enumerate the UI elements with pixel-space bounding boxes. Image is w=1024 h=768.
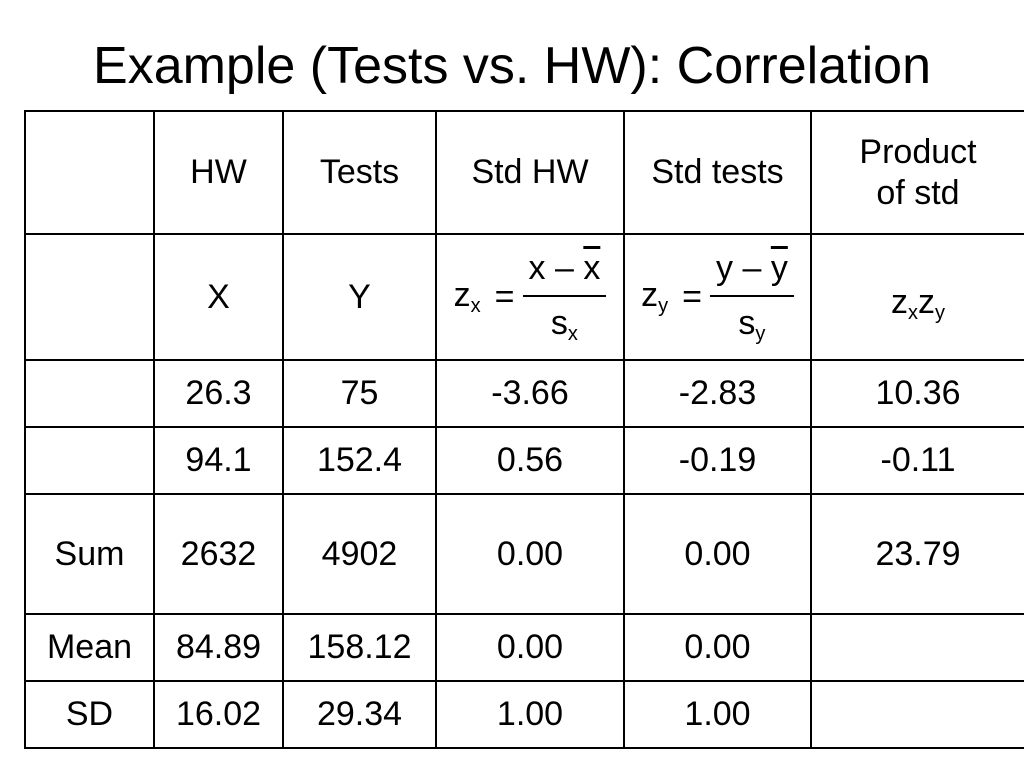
cell-product	[810, 613, 1024, 682]
cell-std-hw: 0.00	[435, 613, 625, 682]
cell-std-hw: 1.00	[435, 680, 625, 749]
header-hw: HW	[153, 110, 284, 235]
zx-fraction: x – x sx	[522, 248, 607, 346]
cell-std-hw: 0.00	[435, 493, 625, 615]
zx-formula-cell: zx = x – x sx	[435, 233, 625, 361]
cell-std-tests: -2.83	[623, 359, 812, 428]
cell-std-tests: 0.00	[623, 493, 812, 615]
slide-title: Example (Tests vs. HW): Correlation	[93, 37, 931, 95]
row-label-sd: SD	[24, 680, 155, 749]
header-product-line2: of std	[876, 173, 960, 212]
symbol-row: X Y zx = x – x sx zy = y – y sy	[24, 233, 1024, 361]
sd-row: SD 16.02 29.34 1.00 1.00	[24, 680, 1024, 749]
header-std-tests: Std tests	[623, 110, 812, 235]
cell-std-hw: 0.56	[435, 426, 625, 495]
zy-formula-cell: zy = y – y sy	[623, 233, 812, 361]
cell-std-tests: -0.19	[623, 426, 812, 495]
cell-hw: 26.3	[153, 359, 284, 428]
cell-tests: 4902	[282, 493, 437, 615]
cell-std-hw: -3.66	[435, 359, 625, 428]
zx-formula: zx = x – x sx	[454, 248, 607, 346]
cell-tests: 158.12	[282, 613, 437, 682]
cell-tests: 75	[282, 359, 437, 428]
sum-row: Sum 2632 4902 0.00 0.00 23.79	[24, 493, 1024, 615]
header-std-hw: Std HW	[435, 110, 625, 235]
table-row: 26.3 75 -3.66 -2.83 10.36	[24, 359, 1024, 428]
table-row: 94.1 152.4 0.56 -0.19 -0.11	[24, 426, 1024, 495]
cell-product: 23.79	[810, 493, 1024, 615]
row-label	[24, 359, 155, 428]
zy-formula: zy = y – y sy	[641, 248, 794, 346]
cell-hw: 16.02	[153, 680, 284, 749]
cell-product	[810, 680, 1024, 749]
row-label-sum: Sum	[24, 493, 155, 615]
header-row: HW Tests Std HW Std tests Product of std	[24, 110, 1024, 235]
header-product-line1: Product	[859, 132, 977, 171]
cell-hw: 84.89	[153, 613, 284, 682]
cell-std-tests: 1.00	[623, 680, 812, 749]
header-product-of-std: Product of std	[810, 110, 1024, 235]
correlation-table: HW Tests Std HW Std tests Product of std…	[24, 110, 1024, 749]
cell-tests: 152.4	[282, 426, 437, 495]
symbol-y: Y	[282, 233, 437, 361]
cell-std-tests: 0.00	[623, 613, 812, 682]
row-label	[24, 426, 155, 495]
product-symbol-cell: zxzy	[810, 233, 1024, 361]
cell-product: 10.36	[810, 359, 1024, 428]
mean-row: Mean 84.89 158.12 0.00 0.00	[24, 613, 1024, 682]
empty-corner-cell	[24, 110, 155, 235]
zy-fraction: y – y sy	[710, 248, 794, 346]
product-symbol: zxzy	[891, 282, 945, 324]
row-label-mean: Mean	[24, 613, 155, 682]
cell-hw: 94.1	[153, 426, 284, 495]
cell-hw: 2632	[153, 493, 284, 615]
symbol-x: X	[153, 233, 284, 361]
cell-tests: 29.34	[282, 680, 437, 749]
cell-product: -0.11	[810, 426, 1024, 495]
empty-symbol-label	[24, 233, 155, 361]
header-tests: Tests	[282, 110, 437, 235]
